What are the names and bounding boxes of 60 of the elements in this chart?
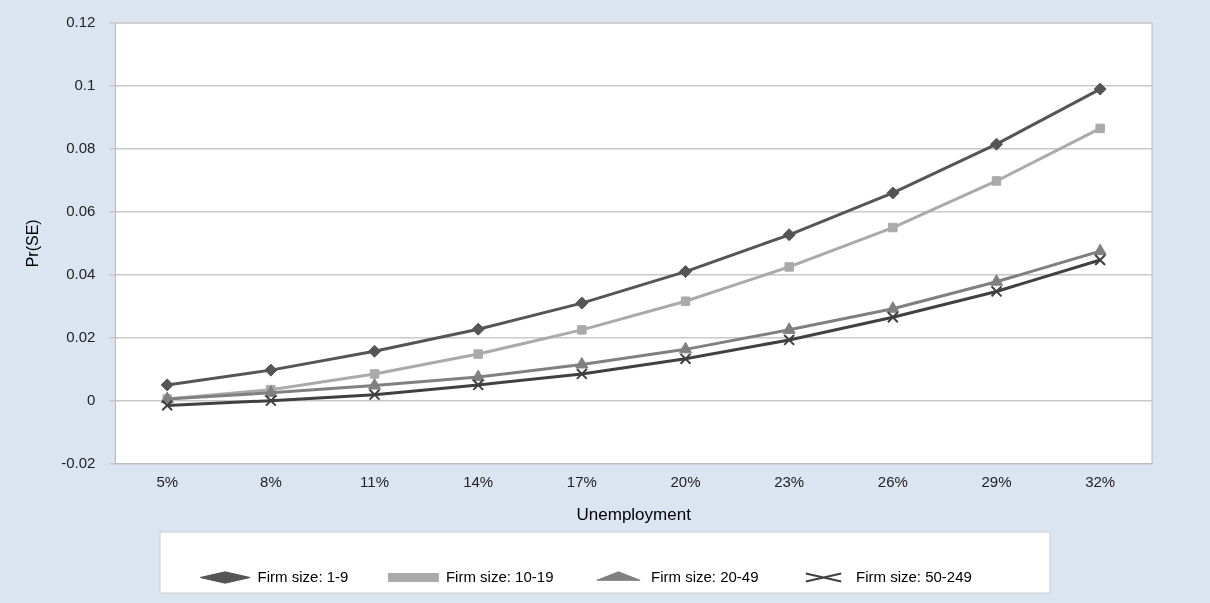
legend-label: Firm size: 10-19 xyxy=(445,567,554,585)
point xyxy=(784,262,794,272)
y-tick-label: 0.02 xyxy=(66,327,96,345)
x-tick-label: 11% xyxy=(360,472,389,490)
x-tick-label: 26% xyxy=(877,472,908,490)
x-tick-label: 5% xyxy=(156,472,179,490)
point xyxy=(886,186,900,200)
point xyxy=(679,265,693,279)
point xyxy=(990,137,1004,151)
point xyxy=(1093,243,1107,256)
point xyxy=(369,369,380,379)
point xyxy=(783,333,796,346)
point xyxy=(989,274,1004,286)
y-tick-label: 0.1 xyxy=(74,76,96,94)
x-tick-label: 32% xyxy=(1085,472,1116,490)
point xyxy=(575,356,589,369)
point xyxy=(782,228,796,242)
point xyxy=(161,399,174,412)
point xyxy=(1094,254,1107,266)
point xyxy=(680,296,691,306)
point xyxy=(368,388,381,401)
y-tick-label: 0 xyxy=(87,390,96,408)
y-tick-label: 0.04 xyxy=(66,264,96,282)
point xyxy=(990,285,1003,298)
point xyxy=(679,352,692,365)
point xyxy=(678,341,693,354)
point xyxy=(888,222,898,233)
x-tick-label: 8% xyxy=(260,472,282,490)
point xyxy=(264,363,278,377)
point xyxy=(577,325,587,335)
legend-label: Firm size: 20-49 xyxy=(650,567,759,585)
y-axis-title: Pr(SE) xyxy=(24,219,42,268)
point xyxy=(472,378,485,391)
y-tick-label: 0.08 xyxy=(66,139,96,157)
point xyxy=(575,367,588,380)
point xyxy=(782,322,796,334)
point xyxy=(886,311,899,324)
point xyxy=(471,369,485,382)
point xyxy=(368,344,382,358)
x-tick-label: 20% xyxy=(670,472,701,490)
point xyxy=(991,176,1002,186)
y-tick-label: 0.12 xyxy=(66,13,96,31)
x-axis-title: Unemployment xyxy=(576,505,692,525)
point xyxy=(886,301,900,313)
x-tick-label: 23% xyxy=(774,472,805,490)
point xyxy=(471,322,485,336)
y-tick-label: 0.06 xyxy=(66,201,96,219)
x-tick-label: 17% xyxy=(566,472,597,490)
point xyxy=(1095,123,1105,134)
x-tick-label: 14% xyxy=(463,472,494,490)
point xyxy=(264,394,277,407)
point xyxy=(1093,82,1107,96)
x-tick-label: 29% xyxy=(981,472,1012,490)
y-tick-label: -0.02 xyxy=(61,453,96,471)
point xyxy=(367,378,382,390)
legend-label: Firm size: 50-249 xyxy=(856,567,972,585)
point xyxy=(575,296,589,310)
point xyxy=(160,378,174,392)
legend-label: Firm size: 1-9 xyxy=(257,567,349,585)
point xyxy=(473,349,483,359)
